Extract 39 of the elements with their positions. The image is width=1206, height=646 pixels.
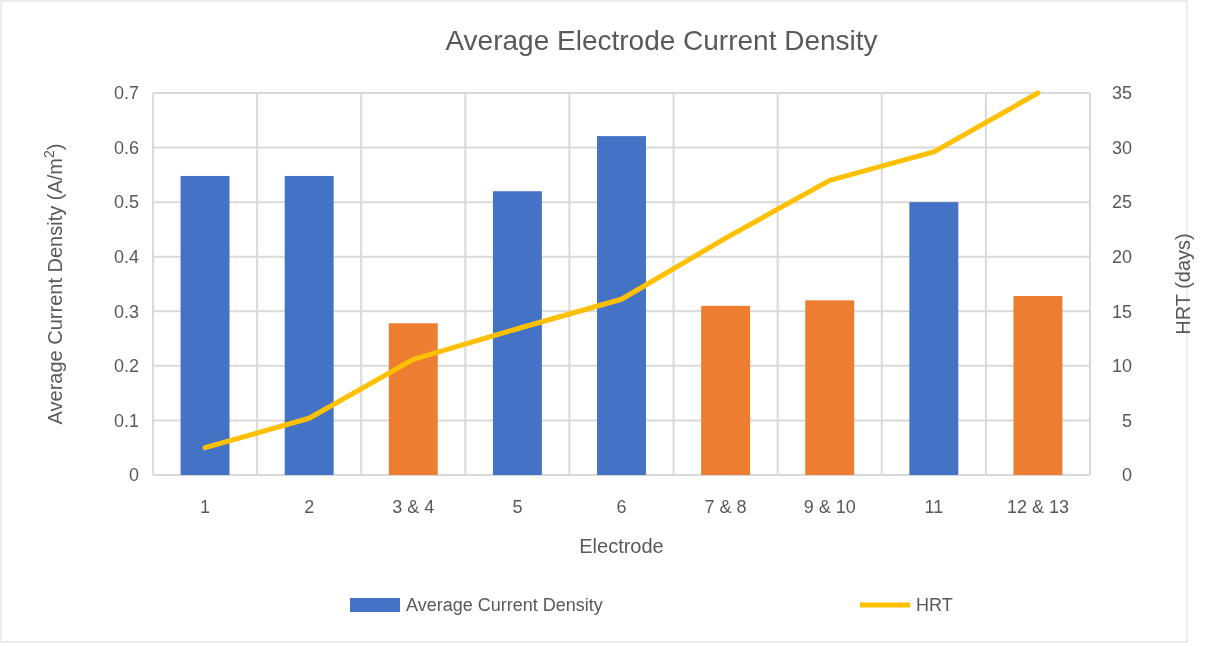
y2-tick-label: 25 bbox=[1111, 192, 1132, 213]
y-tick-label: 0.5 bbox=[113, 192, 139, 213]
y-tick-label: 0.3 bbox=[113, 301, 139, 322]
bar bbox=[909, 202, 959, 475]
legend-label: HRT bbox=[916, 595, 953, 616]
y-tick-label: 0.4 bbox=[113, 247, 139, 268]
y-tick-label: 0.2 bbox=[113, 356, 139, 377]
x-tick-label: 2 bbox=[304, 497, 315, 517]
y-tick-label: 0.7 bbox=[113, 83, 139, 104]
y2-tick-label: 10 bbox=[1111, 356, 1132, 377]
y2-axis-title: HRT (days) bbox=[1172, 233, 1194, 335]
y2-tick-label: 20 bbox=[1111, 247, 1132, 268]
x-tick-label: 6 bbox=[616, 497, 627, 517]
bar bbox=[805, 300, 855, 475]
x-tick-label: 5 bbox=[512, 497, 523, 517]
bar bbox=[597, 136, 646, 475]
x-tick-label: 11 bbox=[924, 497, 944, 517]
bar bbox=[701, 305, 751, 475]
y2-tick-label: 5 bbox=[1121, 410, 1132, 431]
y2-tick-label: 30 bbox=[1111, 137, 1132, 158]
y2-tick-label: 35 bbox=[1111, 83, 1132, 104]
x-tick-label: 7 & 8 bbox=[704, 497, 747, 517]
x-tick-label: 12 & 13 bbox=[1006, 497, 1069, 517]
bar bbox=[1013, 296, 1063, 475]
x-tick-label: 1 bbox=[200, 497, 211, 517]
y-tick-label: 0 bbox=[128, 465, 139, 486]
x-axis-title: Electrode bbox=[579, 535, 664, 557]
y2-tick-label: 15 bbox=[1111, 301, 1132, 322]
bar bbox=[180, 175, 230, 475]
legend-label: Average Current Density bbox=[406, 595, 603, 616]
y-tick-label: 0.6 bbox=[113, 137, 139, 158]
y-tick-label: 0.1 bbox=[113, 410, 139, 431]
x-tick-label: 9 & 10 bbox=[803, 497, 856, 517]
bar bbox=[492, 191, 542, 475]
chart-title: Average Electrode Current Density bbox=[445, 25, 878, 56]
x-tick-label: 3 & 4 bbox=[392, 497, 435, 517]
bar bbox=[388, 323, 438, 475]
bar bbox=[284, 175, 334, 475]
y2-tick-label: 0 bbox=[1121, 465, 1132, 486]
